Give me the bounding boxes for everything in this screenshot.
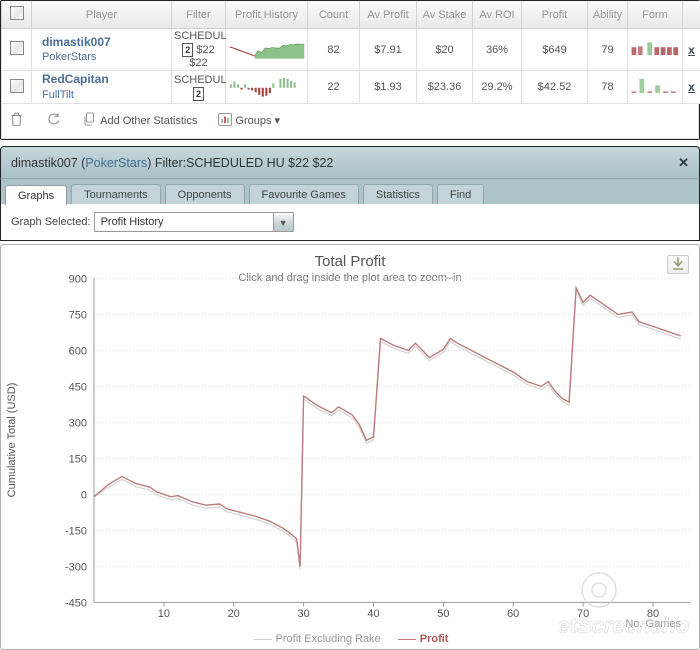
- svg-text:40: 40: [367, 608, 379, 620]
- svg-text:900: 900: [69, 273, 87, 285]
- svg-text:150: 150: [69, 453, 87, 465]
- svg-text:30: 30: [297, 608, 309, 620]
- svg-text:600: 600: [69, 345, 87, 357]
- svg-text:-450: -450: [65, 597, 87, 609]
- svg-text:jetScreenshot: jetScreenshot: [559, 613, 689, 638]
- svg-text:750: 750: [69, 309, 87, 321]
- svg-text:450: 450: [69, 381, 87, 393]
- svg-text:Cumulative Total (USD): Cumulative Total (USD): [6, 383, 18, 498]
- svg-text:60: 60: [507, 608, 519, 620]
- svg-text:20: 20: [228, 608, 240, 620]
- svg-text:50: 50: [437, 608, 449, 620]
- svg-text:300: 300: [69, 417, 87, 429]
- svg-text:-150: -150: [65, 525, 87, 537]
- svg-text:0: 0: [81, 489, 87, 501]
- svg-text:10: 10: [158, 608, 170, 620]
- svg-text:-300: -300: [65, 561, 87, 573]
